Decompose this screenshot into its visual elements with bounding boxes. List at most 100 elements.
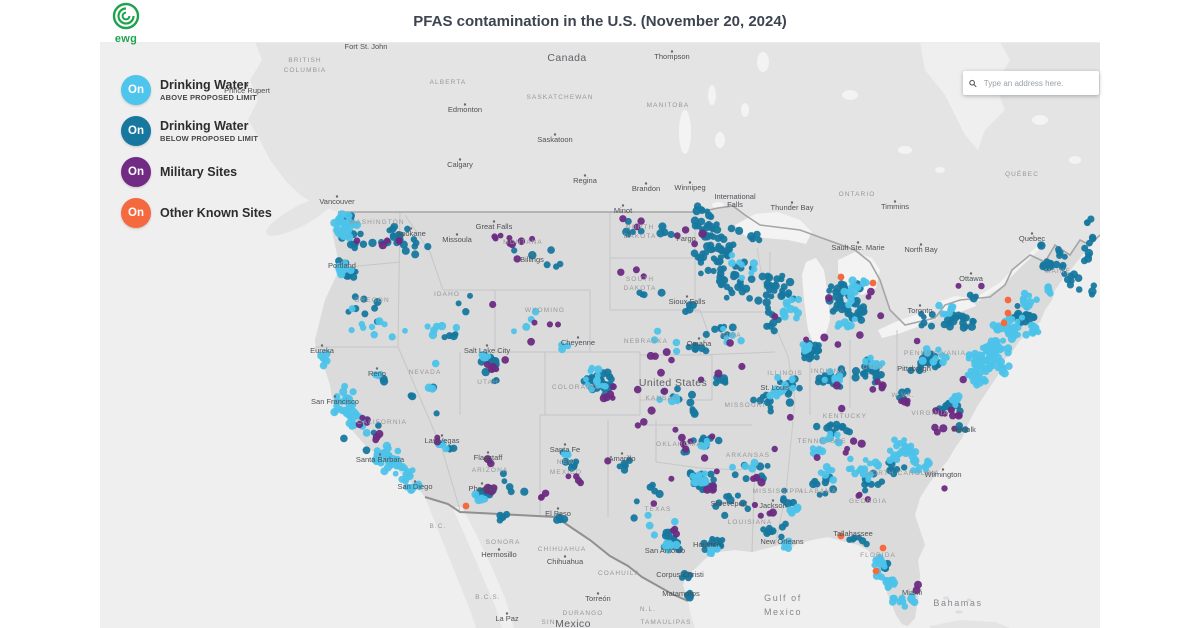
site-dot[interactable] bbox=[789, 384, 797, 392]
site-dot[interactable] bbox=[323, 357, 331, 365]
site-dot[interactable] bbox=[704, 266, 712, 274]
site-dot[interactable] bbox=[588, 364, 596, 372]
site-dot[interactable] bbox=[877, 312, 885, 320]
site-dot[interactable] bbox=[632, 266, 640, 274]
site-dot[interactable] bbox=[408, 392, 417, 401]
site-dot[interactable] bbox=[728, 323, 737, 332]
site-dot[interactable] bbox=[970, 373, 978, 380]
site-dot[interactable] bbox=[361, 310, 369, 318]
site-dot[interactable] bbox=[711, 325, 719, 333]
site-dot[interactable] bbox=[955, 282, 962, 289]
site-dot[interactable] bbox=[707, 470, 715, 478]
site-dot[interactable] bbox=[769, 318, 778, 327]
site-dot[interactable] bbox=[947, 406, 955, 414]
site-dot[interactable] bbox=[408, 486, 415, 494]
site-dot[interactable] bbox=[959, 375, 967, 384]
site-dot[interactable] bbox=[555, 321, 561, 328]
site-dot[interactable] bbox=[650, 500, 658, 507]
site-dot[interactable] bbox=[748, 269, 755, 276]
search-input[interactable] bbox=[981, 77, 1093, 89]
site-dot[interactable] bbox=[750, 475, 757, 483]
site-dot[interactable] bbox=[869, 279, 877, 287]
site-dot[interactable] bbox=[506, 235, 513, 241]
site-dot[interactable] bbox=[809, 480, 818, 489]
site-dot[interactable] bbox=[702, 330, 710, 339]
site-dot[interactable] bbox=[505, 483, 514, 491]
site-dot[interactable] bbox=[1058, 264, 1066, 271]
site-dot[interactable] bbox=[609, 383, 617, 391]
site-dot[interactable] bbox=[844, 445, 851, 452]
site-dot[interactable] bbox=[671, 525, 679, 533]
site-dot[interactable] bbox=[826, 287, 833, 294]
site-dot[interactable] bbox=[764, 462, 771, 469]
site-dot[interactable] bbox=[847, 292, 856, 300]
site-dot[interactable] bbox=[750, 396, 757, 404]
site-dot[interactable] bbox=[344, 211, 353, 220]
site-dot[interactable] bbox=[877, 371, 885, 379]
site-dot[interactable] bbox=[520, 487, 529, 496]
site-dot[interactable] bbox=[879, 544, 887, 552]
site-dot[interactable] bbox=[441, 334, 448, 341]
site-dot[interactable] bbox=[778, 533, 785, 540]
site-dot[interactable] bbox=[851, 367, 861, 376]
site-dot[interactable] bbox=[620, 466, 629, 474]
site-dot[interactable] bbox=[668, 475, 675, 482]
site-dot[interactable] bbox=[1027, 321, 1036, 330]
site-dot[interactable] bbox=[730, 270, 738, 278]
site-dot[interactable] bbox=[731, 471, 739, 479]
site-dot[interactable] bbox=[499, 515, 506, 522]
site-dot[interactable] bbox=[832, 305, 840, 312]
site-dot[interactable] bbox=[893, 442, 901, 450]
site-dot[interactable] bbox=[839, 302, 846, 309]
site-dot[interactable] bbox=[852, 296, 861, 305]
site-dot[interactable] bbox=[691, 221, 700, 230]
site-dot[interactable] bbox=[351, 293, 359, 301]
site-dot[interactable] bbox=[1086, 239, 1093, 247]
site-dot[interactable] bbox=[878, 384, 886, 392]
site-dot[interactable] bbox=[867, 287, 875, 296]
site-dot[interactable] bbox=[739, 499, 747, 507]
site-dot[interactable] bbox=[764, 272, 772, 281]
site-dot[interactable] bbox=[573, 473, 580, 480]
site-dot[interactable] bbox=[729, 331, 737, 339]
site-dot[interactable] bbox=[867, 354, 874, 362]
site-dot[interactable] bbox=[749, 259, 759, 268]
site-dot[interactable] bbox=[720, 325, 727, 332]
site-dot[interactable] bbox=[878, 478, 886, 486]
site-dot[interactable] bbox=[608, 375, 615, 383]
site-dot[interactable] bbox=[744, 505, 752, 513]
site-dot[interactable] bbox=[517, 237, 526, 245]
site-dot[interactable] bbox=[619, 215, 627, 223]
site-dot[interactable] bbox=[750, 458, 759, 467]
site-dot[interactable] bbox=[825, 294, 833, 302]
site-dot[interactable] bbox=[851, 469, 859, 478]
site-dot[interactable] bbox=[929, 357, 938, 366]
site-dot[interactable] bbox=[651, 487, 659, 495]
site-dot[interactable] bbox=[910, 467, 917, 474]
site-dot[interactable] bbox=[686, 398, 695, 407]
site-dot[interactable] bbox=[1020, 289, 1029, 298]
site-dot[interactable] bbox=[358, 320, 365, 328]
site-dot[interactable] bbox=[727, 286, 734, 293]
site-dot[interactable] bbox=[833, 425, 840, 432]
site-dot[interactable] bbox=[762, 298, 771, 307]
site-dot[interactable] bbox=[682, 308, 690, 315]
site-dot[interactable] bbox=[714, 234, 722, 242]
site-dot[interactable] bbox=[816, 491, 823, 498]
site-dot[interactable] bbox=[368, 323, 376, 331]
site-dot[interactable] bbox=[819, 436, 827, 445]
site-dot[interactable] bbox=[672, 540, 681, 550]
site-dot[interactable] bbox=[336, 214, 344, 222]
site-dot[interactable] bbox=[1039, 263, 1047, 271]
site-dot[interactable] bbox=[650, 531, 659, 539]
site-dot[interactable] bbox=[847, 311, 855, 319]
site-dot[interactable] bbox=[962, 426, 969, 433]
site-dot[interactable] bbox=[428, 384, 437, 393]
site-dot[interactable] bbox=[954, 392, 963, 401]
site-dot[interactable] bbox=[693, 202, 702, 210]
site-dot[interactable] bbox=[1009, 316, 1016, 322]
site-dot[interactable] bbox=[424, 243, 432, 251]
site-dot[interactable] bbox=[751, 501, 759, 509]
site-dot[interactable] bbox=[375, 456, 383, 464]
site-dot[interactable] bbox=[837, 273, 845, 281]
